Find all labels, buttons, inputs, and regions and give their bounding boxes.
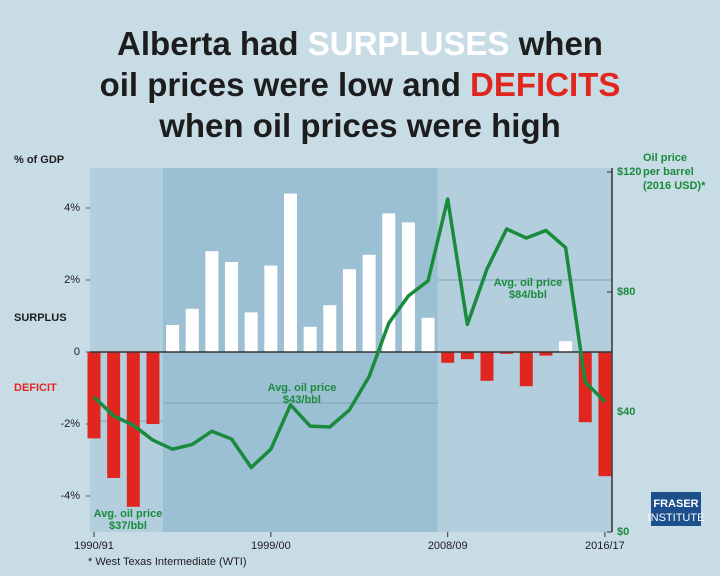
bar <box>519 352 533 387</box>
y-tick-label: -4% <box>60 490 80 502</box>
chart-title-line: oil prices were low and DEFICITS <box>100 66 621 103</box>
bar <box>598 352 612 477</box>
bar <box>225 262 239 352</box>
period-band <box>437 168 612 532</box>
average-value: $37/bbl <box>109 520 147 532</box>
bar <box>166 325 180 352</box>
x-tick-label: 2016/17 <box>585 540 625 552</box>
title-text: oil prices were low and <box>100 66 470 103</box>
bar <box>559 341 573 352</box>
chart-title-line: when oil prices were high <box>158 107 561 144</box>
bar <box>539 352 553 356</box>
bar <box>284 193 297 352</box>
y-tick-label: -2% <box>60 418 80 430</box>
title-highlight: SURPLUSES <box>308 25 510 62</box>
logo-text: INSTITUTE <box>648 512 705 524</box>
y2-axis-label: per barrel <box>643 166 694 178</box>
bar <box>342 269 356 352</box>
title-text: when <box>509 25 603 62</box>
average-label: Avg. oil price <box>268 382 337 394</box>
bar <box>205 251 219 352</box>
y2-tick-label: $80 <box>617 286 635 298</box>
y2-tick-label: $0 <box>617 526 629 538</box>
y-tick-label: 2% <box>64 274 80 286</box>
bar <box>146 352 160 424</box>
bar <box>421 317 435 352</box>
average-label: Avg. oil price <box>94 508 163 520</box>
average-value: $43/bbl <box>283 394 321 406</box>
title-text: when oil prices were high <box>158 107 561 144</box>
bar <box>441 352 455 363</box>
y-tick-label: 4% <box>64 202 80 214</box>
bar <box>87 352 101 439</box>
y2-tick-label: $120 <box>617 166 641 178</box>
logo-text: FRASER <box>653 498 698 510</box>
oil-price-line <box>92 197 607 470</box>
x-tick-label: 1999/00 <box>251 540 291 552</box>
chart-title-line: Alberta had SURPLUSES when <box>117 25 603 62</box>
y-axis-label: % of GDP <box>14 154 64 166</box>
y-tick-label: 0 <box>74 346 80 358</box>
bar <box>244 312 258 352</box>
title-text: Alberta had <box>117 25 308 62</box>
logo-box <box>651 492 701 526</box>
title-highlight: DEFICITS <box>470 66 620 103</box>
footnote: * West Texas Intermediate (WTI) <box>88 556 247 568</box>
bar <box>460 352 474 360</box>
average-label: Avg. oil price <box>494 277 563 289</box>
y2-axis-label: Oil price <box>643 152 687 164</box>
period-band <box>162 168 438 532</box>
average-value: $84/bbl <box>509 289 547 301</box>
y2-tick-label: $40 <box>617 406 635 418</box>
bar <box>500 352 514 354</box>
bar <box>264 265 278 352</box>
bar <box>362 254 376 352</box>
surplus-label: SURPLUS <box>14 312 67 324</box>
bar <box>401 222 415 352</box>
x-tick-label: 2008/09 <box>428 540 468 552</box>
bar <box>303 326 317 352</box>
bar <box>126 352 140 507</box>
y2-axis-label: (2016 USD)* <box>643 180 706 192</box>
deficit-label: DEFICIT <box>14 382 57 394</box>
bar <box>480 352 494 381</box>
period-band <box>90 168 163 532</box>
bar <box>185 308 199 352</box>
bar <box>323 305 337 352</box>
x-tick-label: 1990/91 <box>74 540 114 552</box>
